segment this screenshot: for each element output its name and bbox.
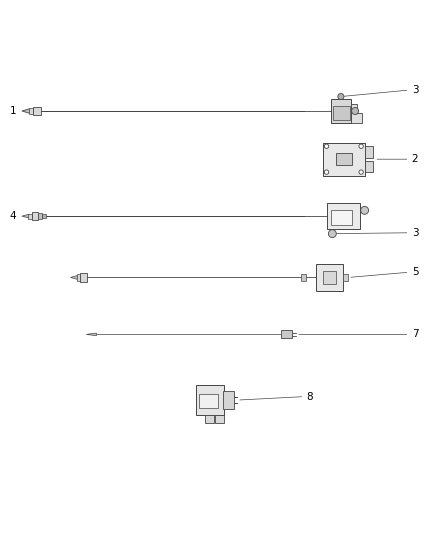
Text: 8: 8 bbox=[307, 392, 313, 401]
Text: 3: 3 bbox=[412, 85, 418, 95]
Circle shape bbox=[324, 170, 328, 174]
Bar bbox=[322, 271, 336, 284]
Polygon shape bbox=[86, 333, 96, 336]
Polygon shape bbox=[351, 104, 362, 123]
Bar bbox=[223, 391, 233, 409]
Bar bbox=[29, 108, 33, 114]
Bar bbox=[77, 274, 80, 280]
Bar bbox=[333, 106, 350, 119]
Polygon shape bbox=[364, 161, 373, 172]
Circle shape bbox=[328, 230, 336, 238]
Bar bbox=[331, 99, 351, 123]
Bar bbox=[199, 394, 218, 408]
Text: 1: 1 bbox=[10, 106, 17, 116]
Bar bbox=[215, 415, 224, 423]
Circle shape bbox=[359, 144, 364, 149]
Bar bbox=[331, 211, 352, 225]
Text: 5: 5 bbox=[412, 267, 418, 277]
Polygon shape bbox=[364, 146, 373, 158]
Bar bbox=[282, 330, 292, 338]
Circle shape bbox=[338, 93, 344, 100]
Bar bbox=[28, 214, 32, 219]
Text: 7: 7 bbox=[412, 329, 418, 340]
Circle shape bbox=[352, 108, 359, 115]
Bar bbox=[38, 213, 42, 219]
Bar bbox=[205, 415, 214, 423]
Bar bbox=[80, 273, 87, 282]
Bar bbox=[323, 143, 364, 175]
Polygon shape bbox=[22, 214, 31, 218]
Bar bbox=[316, 264, 343, 291]
Text: 4: 4 bbox=[10, 211, 17, 221]
Bar bbox=[301, 274, 306, 280]
Text: 2: 2 bbox=[412, 154, 418, 164]
Polygon shape bbox=[22, 109, 32, 113]
Circle shape bbox=[359, 170, 364, 174]
Polygon shape bbox=[71, 276, 79, 279]
Circle shape bbox=[324, 144, 328, 149]
Bar bbox=[328, 203, 360, 229]
Bar bbox=[42, 214, 46, 219]
Bar bbox=[196, 385, 224, 415]
Text: 3: 3 bbox=[412, 228, 418, 238]
Bar bbox=[336, 153, 352, 165]
Circle shape bbox=[360, 206, 368, 214]
Bar bbox=[33, 107, 41, 115]
Bar bbox=[343, 274, 348, 280]
Bar bbox=[32, 212, 38, 220]
